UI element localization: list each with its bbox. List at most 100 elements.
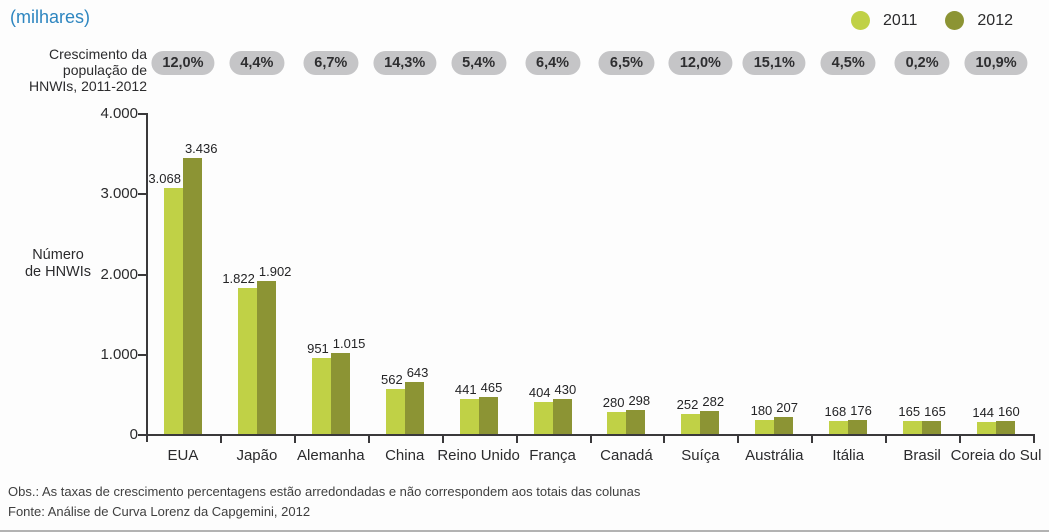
x-axis-tick (737, 436, 740, 443)
x-axis-tick (589, 436, 592, 443)
y-axis-tick-label: 4.000 (100, 105, 138, 122)
bar-value-label-2012: 160 (998, 404, 1020, 420)
bar-2012 (700, 411, 720, 434)
bottom-divider (0, 530, 1049, 532)
x-axis-tick (1033, 436, 1035, 443)
x-axis-tick (219, 436, 222, 443)
growth-pill: 6,5% (598, 51, 654, 75)
bar-value-label-2011: 180 (750, 402, 773, 418)
x-axis-tick (663, 436, 666, 443)
bar-2011 (903, 420, 923, 434)
growth-pill: 12,0% (668, 51, 732, 75)
bar-value-label-2012: 3.436 (184, 141, 218, 157)
bar-2011 (681, 413, 701, 434)
legend-label-2011: 2011 (883, 11, 918, 29)
bar-value-label-2012: 207 (776, 400, 798, 416)
growth-pill: 5,4% (451, 51, 507, 75)
legend-item-2012: 2012 (945, 11, 1013, 30)
bar-2011 (755, 419, 775, 434)
bar-2012 (626, 410, 646, 434)
legend-label-2012: 2012 (977, 11, 1013, 29)
x-axis-tick (885, 436, 888, 443)
bar-2012 (996, 421, 1016, 434)
growth-pill: 0,2% (894, 51, 950, 75)
bar-value-label-2012: 1.015 (332, 335, 366, 351)
y-axis-tick-label: 0 (129, 426, 138, 443)
chart-unit-title: (milhares) (10, 7, 91, 27)
x-axis-label: China (385, 447, 425, 464)
x-axis-label: Suíça (681, 447, 720, 464)
legend-item-2011: 2011 (851, 11, 917, 30)
footer-source: Fonte: Análise de Curva Lorenz da Capgem… (8, 504, 311, 519)
bar-2012 (774, 417, 794, 434)
growth-pill: 4,5% (820, 51, 876, 75)
bar-2011 (977, 422, 997, 434)
bar-value-label-2011: 252 (676, 396, 699, 412)
bar-value-label-2011: 562 (381, 371, 403, 387)
bar-value-label-2012: 298 (628, 393, 651, 409)
bar-2012 (182, 158, 202, 434)
growth-pill: 6,7% (303, 51, 359, 75)
bar-value-label-2012: 465 (480, 379, 503, 395)
y-axis-tick (138, 434, 146, 436)
x-axis-label: Alemanha (297, 447, 365, 464)
bar-value-label-2011: 1.822 (222, 270, 255, 286)
chart-legend: 2011 2012 (851, 11, 1013, 30)
footer-note: Obs.: As taxas de crescimento percentage… (8, 484, 641, 499)
legend-swatch-2012-icon (945, 11, 965, 30)
x-axis-label: Austrália (745, 447, 804, 464)
bar-value-label-2011: 280 (602, 394, 625, 410)
x-axis-tick (811, 436, 814, 443)
bar-2011 (829, 420, 849, 434)
x-axis-label: Brasil (903, 447, 941, 464)
bar-2012 (922, 420, 942, 434)
bar-2011 (533, 401, 553, 434)
bar-value-label-2011: 144 (972, 405, 995, 421)
x-axis-label: França (529, 447, 576, 464)
growth-pill: 6,4% (525, 51, 581, 75)
bar-value-label-2012: 1.902 (258, 264, 292, 280)
x-axis-line (146, 434, 1035, 436)
growth-row-label: Crescimento da população de HNWIs, 2011-… (28, 46, 147, 94)
y-axis-tick-label: 3.000 (100, 185, 138, 203)
growth-pill: 14,3% (373, 51, 437, 75)
x-axis-label: Japão (236, 447, 278, 464)
bar-value-label-2012: 176 (850, 402, 872, 418)
y-axis-tick (138, 193, 146, 196)
x-axis-tick (441, 436, 444, 443)
bar-2011 (385, 388, 405, 434)
bar-value-label-2011: 951 (307, 340, 329, 356)
growth-pill: 12,0% (151, 51, 215, 75)
x-axis-tick (515, 436, 518, 443)
bar-2012 (330, 352, 350, 434)
bar-value-label-2012: 430 (554, 382, 577, 398)
y-axis-tick (138, 113, 146, 115)
growth-pill: 4,4% (229, 51, 285, 75)
bar-value-label-2011: 404 (528, 384, 551, 400)
bar-value-label-2011: 165 (898, 403, 921, 419)
y-axis-tick-label: 1.000 (100, 345, 138, 363)
growth-pill: 15,1% (742, 51, 806, 75)
bar-2011 (607, 411, 627, 434)
y-axis-title: Número de HNWIs (24, 247, 92, 280)
bar-value-label-2012: 643 (406, 365, 429, 381)
x-axis-label: Coreia do Sul (950, 447, 1042, 464)
y-axis-line (146, 113, 148, 442)
x-axis-label: Itália (832, 447, 865, 464)
y-axis-tick (138, 353, 146, 356)
growth-pill: 10,9% (964, 51, 1028, 75)
bar-2012 (256, 281, 276, 434)
bar-2011 (237, 287, 257, 434)
x-axis-tick (959, 436, 962, 443)
y-axis-tick-label: 2.000 (100, 265, 138, 283)
bar-2011 (459, 398, 479, 434)
bar-2012 (404, 382, 424, 434)
bar-value-label-2012: 165 (924, 403, 946, 419)
bar-value-label-2011: 168 (824, 403, 847, 419)
bar-value-label-2011: 441 (454, 381, 477, 397)
bar-2011 (311, 357, 331, 434)
y-axis-tick (138, 273, 146, 276)
bar-2012 (552, 399, 572, 434)
bar-2012 (848, 419, 868, 434)
